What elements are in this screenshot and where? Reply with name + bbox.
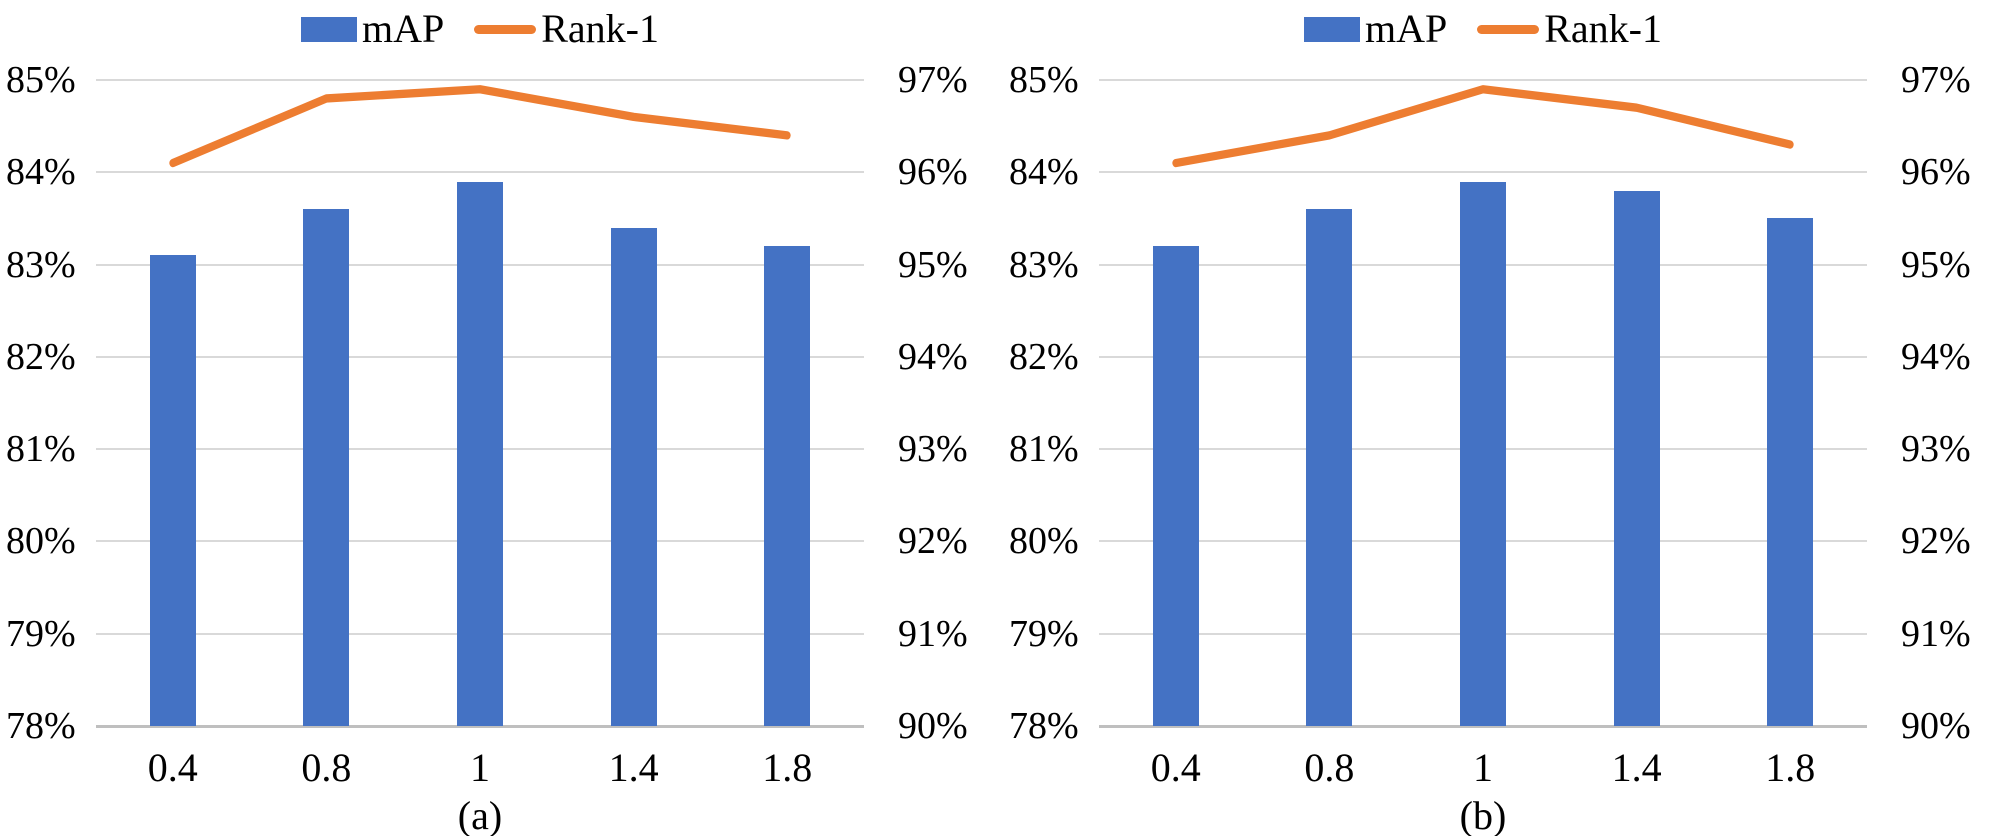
plot-area	[96, 79, 864, 728]
right-axis-tick: 92%	[1901, 520, 1971, 563]
legend: mAP Rank-1	[96, 0, 864, 80]
bar-map	[1613, 190, 1660, 726]
left-axis-tick: 83%	[1009, 243, 1079, 286]
chart-panel-b: mAP Rank-1 85% 84% 83% 82% 81% 80% 79% 78% 97% 9…	[1003, 0, 2006, 836]
left-axis-tick: 85%	[6, 59, 76, 101]
right-axis-tick: 96%	[898, 151, 968, 194]
rank1-line	[169, 85, 791, 168]
right-axis-tick: 90%	[1901, 705, 1971, 747]
right-axis-tick: 90%	[898, 705, 968, 747]
left-axis-tick: 82%	[6, 335, 76, 378]
x-axis-label: 1.4	[608, 745, 659, 790]
right-axis-tick: 92%	[898, 520, 968, 563]
baseline-gridline	[96, 725, 864, 728]
bar-map	[1460, 181, 1506, 726]
right-axis-tick: 94%	[1901, 335, 1971, 378]
chart-caption: (b)	[1459, 793, 1507, 836]
rank1-legend-label: Rank-1	[541, 6, 659, 51]
map-legend-swatch-icon	[300, 16, 357, 42]
right-axis-tick: 97%	[1901, 59, 1971, 101]
left-axis-tick: 85%	[1009, 59, 1079, 101]
map-legend-label: mAP	[1364, 6, 1448, 51]
left-axis-tick: 80%	[6, 520, 76, 563]
legend-item-map: mAP	[300, 6, 445, 51]
left-axis-labels: 85% 84% 83% 82% 81% 80% 79% 78%	[0, 61, 96, 745]
left-axis-tick: 79%	[6, 612, 76, 655]
gridline	[1099, 171, 1867, 174]
left-axis-tick: 80%	[1009, 520, 1079, 563]
left-axis-tick: 81%	[1009, 428, 1079, 471]
left-axis-tick: 81%	[6, 428, 76, 471]
gridline	[96, 171, 864, 174]
bar-map	[1306, 209, 1353, 726]
right-axis-labels: 97% 96% 95% 94% 93% 92% 91% 90%	[864, 61, 1003, 745]
right-axis-tick: 94%	[898, 335, 968, 378]
map-legend-swatch-icon	[1303, 16, 1360, 42]
x-axis-label: 0.8	[1304, 745, 1355, 790]
right-axis-labels: 97% 96% 95% 94% 93% 92% 91% 90%	[1867, 61, 2006, 745]
right-axis-tick: 97%	[898, 59, 968, 101]
x-axis-label: 0.4	[147, 745, 198, 790]
bar-map	[610, 227, 657, 726]
right-axis-tick: 95%	[898, 243, 968, 286]
baseline-gridline	[1099, 725, 1867, 728]
x-axis-labels: 0.4 0.8 1 1.4 1.8	[96, 726, 864, 796]
x-axis-label: 1.8	[1765, 745, 1816, 790]
chart-panel-a: mAP Rank-1 85% 84% 83% 82% 81% 80% 79% 78% 97% 9…	[0, 0, 1003, 836]
rank1-legend-swatch-icon	[1477, 24, 1540, 34]
bar-map	[764, 246, 811, 726]
x-axis-label: 0.4	[1150, 745, 1201, 790]
right-axis-tick: 96%	[1901, 151, 1971, 194]
x-axis-label: 0.8	[301, 745, 352, 790]
bar-map	[149, 255, 196, 726]
legend: mAP Rank-1	[1099, 0, 1867, 80]
legend-item-map: mAP	[1303, 6, 1448, 51]
left-axis-labels: 85% 84% 83% 82% 81% 80% 79% 78%	[1003, 61, 1099, 745]
chart-caption: (a)	[457, 793, 503, 836]
rank1-polyline	[1172, 85, 1794, 168]
right-axis-tick: 95%	[1901, 243, 1971, 286]
left-axis-tick: 84%	[6, 151, 76, 194]
gridline	[96, 79, 864, 81]
right-axis-tick: 91%	[898, 612, 968, 655]
right-axis-tick: 91%	[1901, 612, 1971, 655]
bar-map	[457, 181, 503, 726]
x-axis-label: 1.4	[1611, 745, 1662, 790]
left-axis-tick: 84%	[1009, 151, 1079, 194]
right-axis-tick: 93%	[898, 428, 968, 471]
left-axis-tick: 78%	[1009, 705, 1079, 747]
x-axis-labels: 0.4 0.8 1 1.4 1.8	[1099, 726, 1867, 796]
legend-item-rank1: Rank-1	[474, 8, 659, 50]
rank1-legend-label: Rank-1	[1544, 6, 1662, 51]
bar-map	[303, 209, 350, 726]
left-axis-tick: 83%	[6, 243, 76, 286]
x-axis-label: 1	[1473, 745, 1493, 790]
gridline	[1099, 79, 1867, 81]
rank1-line	[1172, 85, 1794, 168]
left-axis-tick: 82%	[1009, 335, 1079, 378]
left-axis-tick: 79%	[1009, 612, 1079, 655]
plot-area	[1099, 79, 1867, 728]
map-legend-label: mAP	[361, 6, 445, 51]
x-axis-label: 1	[470, 745, 490, 790]
x-axis-label: 1.8	[762, 745, 813, 790]
bar-map	[1767, 218, 1814, 726]
left-axis-tick: 78%	[6, 705, 76, 747]
bar-map	[1152, 246, 1199, 726]
legend-item-rank1: Rank-1	[1477, 8, 1662, 50]
right-axis-tick: 93%	[1901, 428, 1971, 471]
rank1-legend-swatch-icon	[474, 24, 537, 34]
rank1-polyline	[169, 85, 791, 168]
